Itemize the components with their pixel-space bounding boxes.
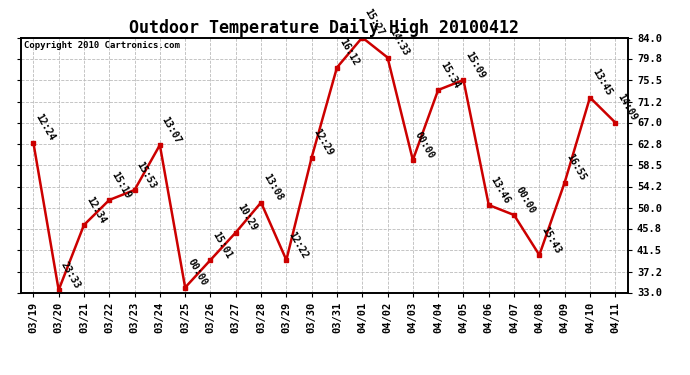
Text: 15:34: 15:34 (438, 60, 462, 90)
Title: Outdoor Temperature Daily High 20100412: Outdoor Temperature Daily High 20100412 (129, 18, 520, 38)
Text: 13:08: 13:08 (261, 172, 284, 202)
Text: 00:00: 00:00 (413, 129, 436, 160)
Text: 15:09: 15:09 (464, 50, 487, 80)
Text: 13:45: 13:45 (590, 67, 613, 98)
Text: 15:19: 15:19 (109, 170, 132, 200)
Text: 14:33: 14:33 (388, 27, 411, 57)
Text: 12:22: 12:22 (286, 230, 310, 260)
Text: 23:33: 23:33 (59, 260, 82, 290)
Text: 12:34: 12:34 (84, 195, 108, 225)
Text: 12:24: 12:24 (33, 112, 57, 142)
Text: Copyright 2010 Cartronics.com: Copyright 2010 Cartronics.com (23, 41, 179, 50)
Text: 00:00: 00:00 (185, 257, 208, 288)
Text: 16:12: 16:12 (337, 37, 360, 68)
Text: 00:00: 00:00 (514, 184, 538, 215)
Text: 15:53: 15:53 (135, 159, 158, 190)
Text: 15:43: 15:43 (540, 225, 563, 255)
Text: 16:55: 16:55 (564, 152, 588, 183)
Text: 13:46: 13:46 (489, 174, 512, 205)
Text: 10:29: 10:29 (236, 202, 259, 232)
Text: 14:09: 14:09 (615, 92, 639, 123)
Text: 15:27: 15:27 (362, 7, 386, 38)
Text: 13:07: 13:07 (160, 114, 184, 145)
Text: 12:29: 12:29 (312, 127, 335, 158)
Text: 15:01: 15:01 (210, 230, 234, 260)
